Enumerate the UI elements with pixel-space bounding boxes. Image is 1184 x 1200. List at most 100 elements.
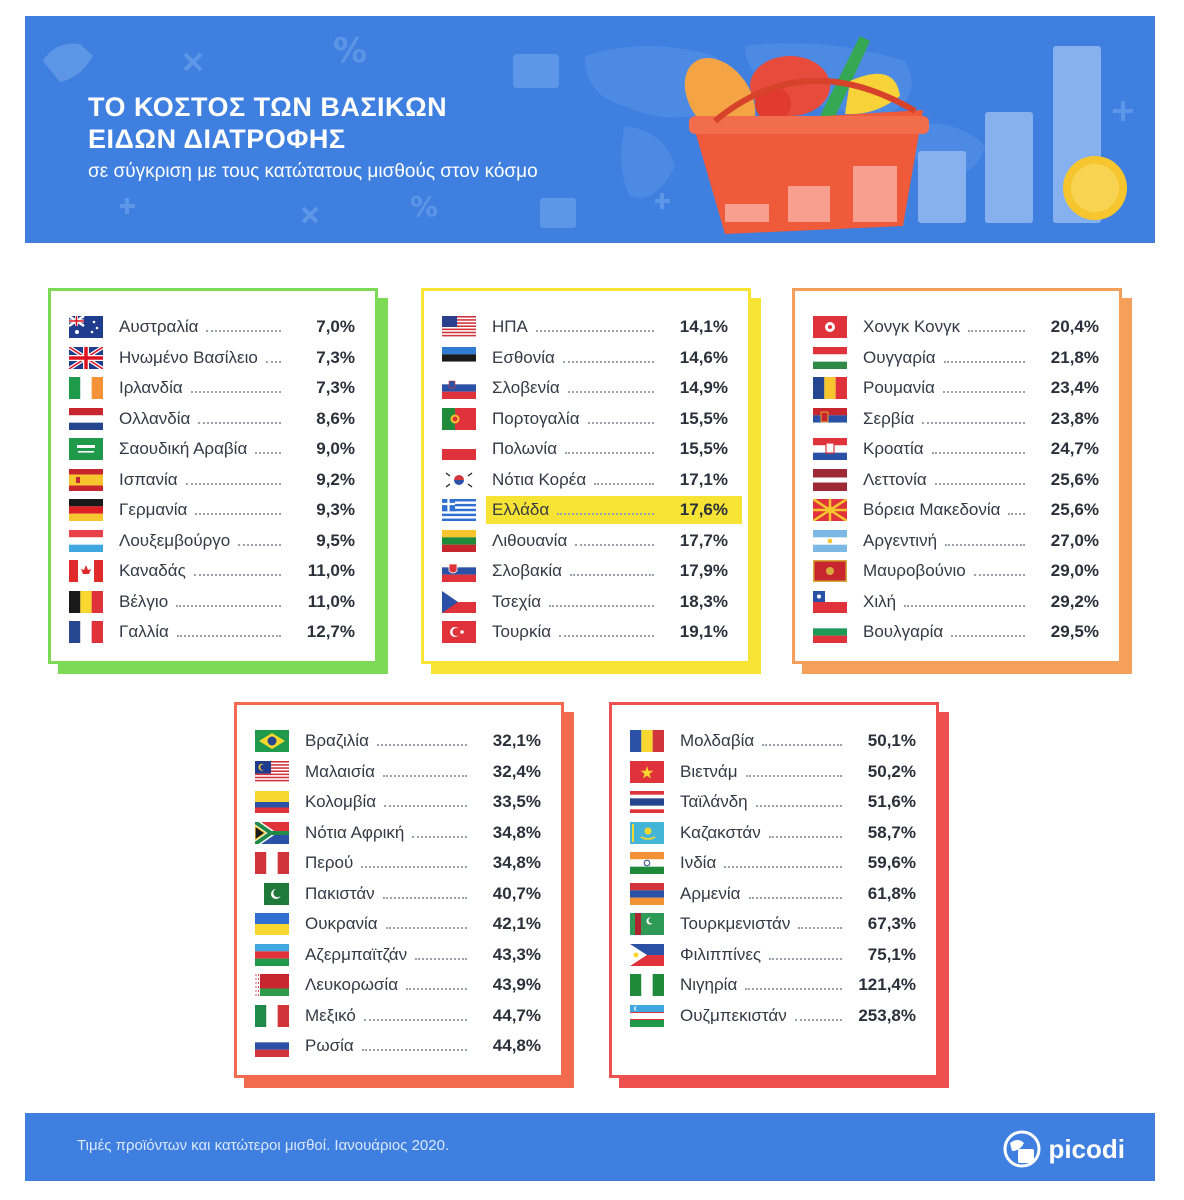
value-label: 18,3%: [679, 591, 728, 611]
brand-name: picodi: [1048, 1133, 1125, 1164]
ukraine-flag-icon: [255, 913, 289, 935]
country-name: Νότια Κορέα: [492, 469, 587, 489]
dot-leader: [973, 574, 1025, 576]
table-row: Νιγηρία 121,4%: [612, 972, 936, 998]
table-row: Μολδαβία 50,1%: [612, 728, 936, 754]
dot-leader: [193, 574, 281, 576]
country-name: Νότια Αφρική: [305, 822, 405, 842]
dot-leader: [587, 421, 654, 424]
croatia-flag-icon: [813, 438, 847, 460]
country-name: Βέλγιο: [119, 591, 169, 611]
country-name: Ισπανία: [119, 469, 178, 489]
table-box-3: Χονγκ Κονγκ 20,4% Ουγγαρία 21,8% Ρουμανία 23,…: [792, 288, 1122, 664]
value-label: 20,4%: [1050, 317, 1099, 336]
dot-leader: [198, 421, 281, 424]
peru-flag-icon: [255, 852, 289, 874]
value-label: 9,0%: [316, 439, 355, 458]
table-row: Καζακστάν 58,7%: [612, 820, 936, 846]
country-name: Αργεντινή: [863, 530, 938, 550]
value-label: 14,6%: [679, 347, 728, 367]
country-name: Ρωσία: [305, 1036, 354, 1055]
table-row: Πολωνία 15,5%: [424, 436, 748, 462]
table-row: Εσθονία 14,6%: [424, 345, 748, 371]
value-label: 44,8%: [492, 1036, 541, 1055]
value-label: 17,9%: [679, 561, 728, 580]
russia-flag-icon: [255, 1035, 289, 1057]
value-label: 11,0%: [307, 591, 355, 611]
value-label: 7,3%: [316, 347, 355, 367]
vietnam-flag-icon: [630, 760, 664, 783]
value-label: 17,6%: [679, 500, 728, 519]
highlight-bar: [486, 496, 742, 524]
value-label: 34,8%: [492, 853, 541, 872]
germany-flag-icon: [69, 499, 103, 521]
value-label: 29,0%: [1050, 561, 1099, 580]
dot-leader: [575, 543, 654, 546]
country-name: Βόρεια Μακεδονία: [863, 500, 1001, 519]
country-name: Τουρκία: [492, 622, 552, 641]
country-name: Λεττονία: [863, 469, 927, 489]
azerbaijan-flag-icon: [255, 943, 289, 966]
country-name: Καναδάς: [119, 561, 186, 580]
value-label: 34,8%: [492, 822, 541, 842]
dot-leader: [1008, 513, 1025, 515]
country-name: Αζερμπαϊτζάν: [305, 944, 408, 964]
value-label: 12,7%: [306, 622, 355, 641]
dot-leader: [549, 604, 654, 607]
country-name: Ιρλανδία: [119, 378, 183, 397]
lithuania-flag-icon: [442, 529, 476, 552]
dot-leader: [794, 1018, 842, 1021]
table-row: Ρωσία 44,8%: [237, 1033, 561, 1059]
table-row: Ουκρανία 42,1%: [237, 911, 561, 937]
page-title-line2: ΕΙΔΩΝ ΔΙΑΤΡΟΦΗΣ: [88, 124, 346, 154]
value-label: 50,2%: [867, 761, 916, 781]
estonia-flag-icon: [442, 346, 476, 369]
country-name: Κολομβία: [305, 792, 377, 811]
dot-leader: [559, 635, 654, 637]
table-row: Τουρκμενιστάν 67,3%: [612, 911, 936, 937]
table-box-2: ΗΠΑ 14,1% Εσθονία 14,6% Σλοβενία 14,9% Πορτογα…: [421, 288, 751, 664]
table-row: Σερβία 23,8%: [795, 406, 1119, 432]
chile-flag-icon: [813, 590, 847, 613]
table-row: Σλοβακία 17,9%: [424, 558, 748, 584]
country-name: Βουλγαρία: [863, 622, 944, 641]
header-banner: % % ΤΟ ΚΟΣΤΟΣ ΤΩΝ ΒΑΣΙΚΩΝ ΕΙΔ: [25, 16, 1155, 243]
table-row: Κολομβία 33,5%: [237, 789, 561, 815]
pakistan-flag-icon: [255, 882, 289, 905]
table-row: Φιλιππίνες 75,1%: [612, 942, 936, 968]
value-label: 43,9%: [492, 975, 541, 994]
table-row: Λιθουανία 17,7%: [424, 528, 748, 554]
value-label: 58,7%: [867, 822, 916, 842]
country-name: Εσθονία: [492, 347, 555, 367]
thailand-flag-icon: [630, 791, 664, 813]
table-row: Ελλάδα 17,6%: [424, 496, 748, 524]
table-row: Ουγγαρία 21,8%: [795, 345, 1119, 371]
country-name: Σερβία: [863, 408, 915, 428]
value-label: 21,8%: [1050, 347, 1099, 367]
dot-leader: [361, 1049, 467, 1051]
country-name: Αρμενία: [680, 883, 741, 903]
dot-leader: [176, 635, 281, 637]
value-label: 43,3%: [492, 944, 541, 964]
luxembourg-flag-icon: [69, 529, 103, 552]
page-subtitle: σε σύγκριση με τους κατώτατους μισθούς σ…: [88, 161, 538, 182]
table-row: ΗΠΑ 14,1%: [424, 314, 748, 340]
svg-text:%: %: [410, 190, 438, 223]
country-name: Λιθουανία: [492, 530, 568, 550]
country-name: Πολωνία: [492, 439, 558, 458]
dot-leader: [238, 543, 281, 546]
table-row: Ινδία 59,6%: [612, 850, 936, 876]
netherlands-flag-icon: [69, 407, 103, 430]
table-row: Ταϊλάνδη 51,6%: [612, 789, 936, 815]
country-name: Βιετνάμ: [680, 761, 738, 781]
nigeria-flag-icon: [630, 974, 664, 996]
table-row: Τουρκία 19,1%: [424, 619, 748, 645]
table-row: Βόρεια Μακεδονία 25,6%: [795, 497, 1119, 523]
country-name: Πακιστάν: [305, 883, 375, 903]
country-name: Περού: [305, 853, 354, 872]
dot-leader: [385, 927, 467, 929]
value-label: 8,6%: [316, 408, 355, 428]
value-label: 75,1%: [867, 944, 916, 964]
brand-logo: picodi: [1002, 1129, 1125, 1169]
table-row: Πορτογαλία 15,5%: [424, 406, 748, 432]
